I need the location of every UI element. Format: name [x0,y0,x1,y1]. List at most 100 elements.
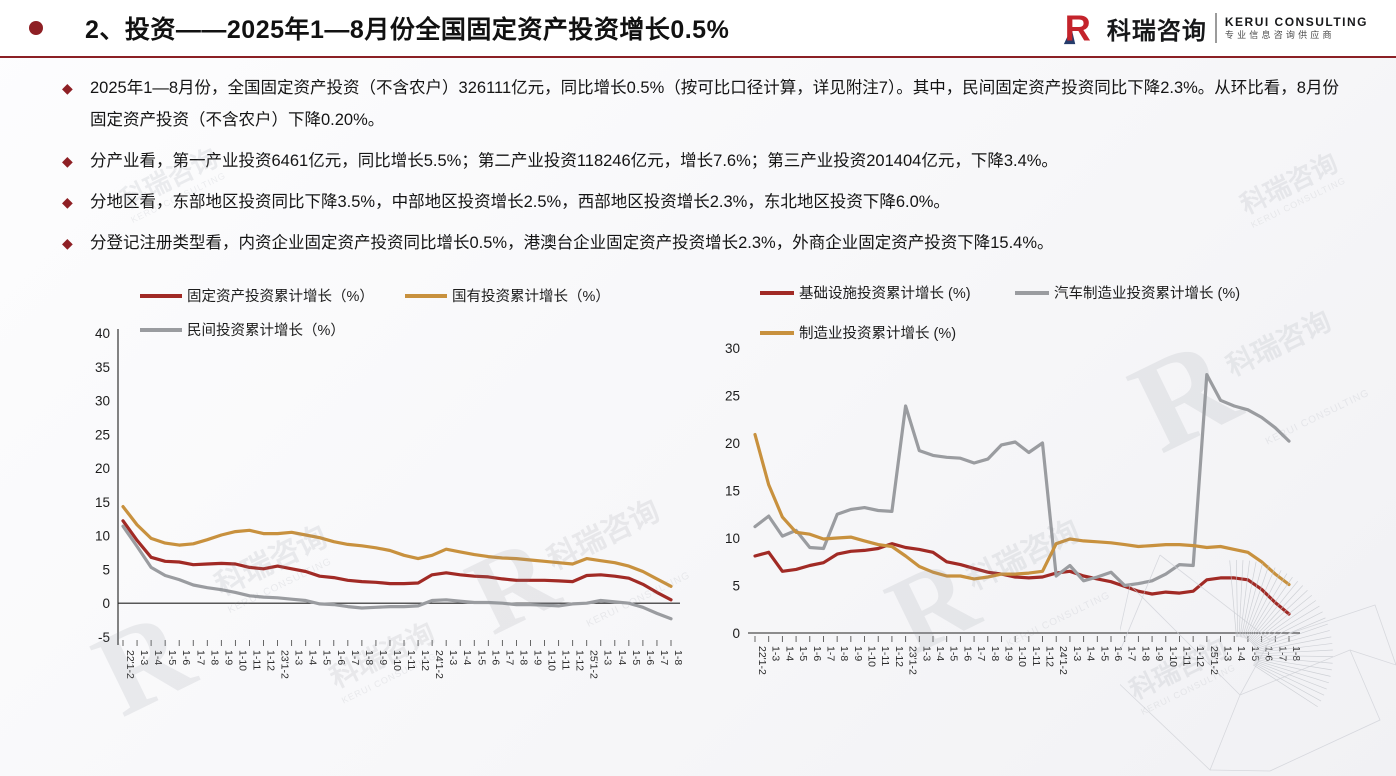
x-axis-label: 1-11 [1030,646,1042,666]
x-axis-label: 1-7 [1126,646,1138,661]
y-axis-label: 25 [95,427,110,442]
y-axis-label: 0 [732,626,740,641]
header-bullet-dot-icon [29,21,43,35]
y-axis-label: 10 [95,529,110,544]
x-axis-label: 1-10 [546,650,558,671]
series-line-1 [121,505,673,588]
bullet-list: ◆ 2025年1—8月份，全国固定资产投资（不含农户）326111亿元，同比增长… [62,72,1362,268]
y-axis-label: 5 [102,562,110,577]
x-axis-label: 1-5 [630,650,642,665]
x-axis-label: 1-12 [574,650,586,671]
x-axis-label: 1-8 [363,650,375,665]
x-axis-label: 1-5 [797,646,809,661]
x-axis-label: 1-12 [1044,646,1056,667]
x-axis-label: 23'1-2 [907,646,919,675]
x-axis-label: 23'1-2 [279,650,291,679]
x-axis-label: 1-9 [222,650,234,665]
x-axis-label: 25'1-2 [588,650,600,679]
bullet-item: ◆ 分登记注册类型看，内资企业固定资产投资同比增长0.5%，港澳台企业固定资产投… [62,227,1362,259]
y-axis-label: 15 [725,484,740,499]
y-axis-label: 10 [725,531,740,546]
bullet-text: 分登记注册类型看，内资企业固定资产投资同比增长0.5%，港澳台企业固定资产投资增… [90,234,1054,252]
x-axis-label: 1-9 [1002,646,1014,661]
y-axis-label: 30 [95,394,110,409]
x-axis-label: 1-12 [893,646,905,667]
legend-label: 国有投资累计增长（%） [452,288,610,305]
x-axis-label: 1-6 [961,646,973,661]
company-logo: R 科瑞咨询 KERUI CONSULTING 专业信息咨询供应商 [1061,9,1368,47]
y-axis-label: 40 [95,326,110,341]
x-axis-label: 1-3 [1071,646,1083,661]
header-rule [0,56,1396,58]
svg-text:R: R [1065,9,1091,47]
x-axis-label: 1-6 [1263,646,1275,661]
diamond-icon: ◆ [62,153,73,169]
bullet-text: 分产业看，第一产业投资6461亿元，同比增长5.5%；第二产业投资118246亿… [90,152,1058,170]
x-axis-label: 1-8 [672,650,684,665]
x-axis-label: 1-8 [517,650,529,665]
x-axis-label: 1-4 [461,650,473,665]
bullet-text: 2025年1—8月份，全国固定资产投资（不含农户）326111亿元，同比增长0.… [90,79,1339,129]
x-axis-label: 1-6 [180,650,192,665]
x-axis-label: 1-6 [644,650,656,665]
x-axis-label: 1-7 [349,650,361,665]
x-axis-label: 1-6 [1112,646,1124,661]
x-axis-label: 1-3 [920,646,932,661]
logo-name-en: KERUI CONSULTING [1224,14,1368,29]
x-axis-label: 1-4 [616,650,628,665]
legend-label: 汽车制造业投资累计增长 (%) [1054,285,1240,302]
x-axis-label: 1-3 [293,650,305,665]
x-axis-label: 1-6 [335,650,347,665]
x-axis-label: 1-4 [307,650,319,665]
y-axis-label: 15 [95,495,110,510]
x-axis-label: 1-5 [1249,646,1261,661]
x-axis-label: 24'1-2 [1057,646,1069,675]
x-axis-label: 1-8 [989,646,1001,661]
x-axis-label: 1-5 [166,650,178,665]
x-axis-label: 1-11 [405,650,417,670]
y-axis-label: 20 [95,461,110,476]
x-axis-label: 1-6 [489,650,501,665]
x-axis-label: 1-10 [1016,646,1028,667]
x-axis-label: 1-8 [208,650,220,665]
diamond-icon: ◆ [62,80,73,96]
legend-label: 制造业投资累计增长 (%) [799,325,956,342]
x-axis-label: 1-9 [852,646,864,661]
x-axis-label: 1-10 [1167,646,1179,667]
bullet-item: ◆ 分产业看，第一产业投资6461亿元，同比增长5.5%；第二产业投资11824… [62,145,1362,177]
diamond-icon: ◆ [62,235,73,251]
diamond-icon: ◆ [62,194,73,210]
x-axis-label: 1-3 [447,650,459,665]
x-axis-label: 1-12 [265,650,277,671]
x-axis-label: 1-3 [602,650,614,665]
x-axis-label: 1-12 [1194,646,1206,667]
legend-label: 民间投资累计增长（%） [187,322,345,339]
x-axis-label: 25'1-2 [1208,646,1220,675]
x-axis-label: 1-7 [194,650,206,665]
x-axis-label: 1-10 [866,646,878,667]
bullet-text: 分地区看，东部地区投资同比下降3.5%，中部地区投资增长2.5%，西部地区投资增… [90,193,950,211]
x-axis-label: 1-12 [419,650,431,671]
x-axis-label: 24'1-2 [433,650,445,679]
x-axis-label: 1-8 [838,646,850,661]
x-axis-label: 1-5 [948,646,960,661]
x-axis-label: 22'1-2 [124,650,136,679]
x-axis-label: 1-10 [391,650,403,671]
x-axis-label: 1-9 [377,650,389,665]
x-axis-label: 1-4 [152,650,164,665]
series-line-0 [121,519,673,602]
x-axis-label: 1-5 [321,650,333,665]
x-axis-label: 1-4 [783,646,795,661]
x-axis-label: 1-5 [1098,646,1110,661]
x-axis-label: 1-11 [1180,646,1192,666]
x-axis-label: 1-7 [503,650,515,665]
legend-label: 基础设施投资累计增长 (%) [799,285,971,302]
x-axis-label: 1-6 [811,646,823,661]
page-title: 2、投资——2025年1—8月份全国固定资产投资增长0.5% [85,16,730,44]
x-axis-label: 1-7 [658,650,670,665]
y-axis-label: 35 [95,360,110,375]
bullet-item: ◆ 分地区看，东部地区投资同比下降3.5%，中部地区投资增长2.5%，西部地区投… [62,186,1362,218]
x-axis-label: 1-11 [560,650,572,670]
y-axis-label: 5 [732,579,740,594]
